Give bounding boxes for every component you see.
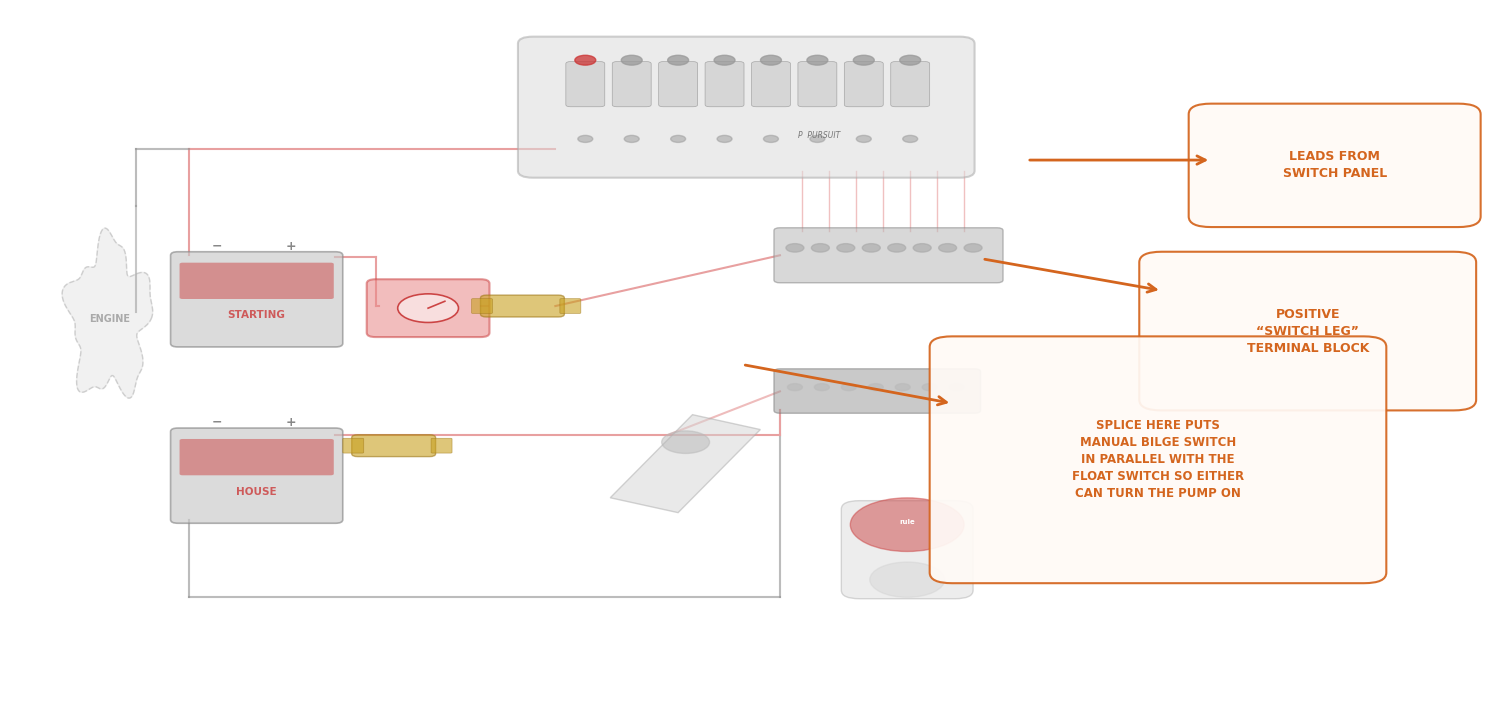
Polygon shape <box>62 228 153 398</box>
Circle shape <box>888 244 906 252</box>
Circle shape <box>939 244 957 252</box>
FancyBboxPatch shape <box>518 37 975 178</box>
Circle shape <box>807 55 828 65</box>
FancyBboxPatch shape <box>774 228 1004 282</box>
FancyBboxPatch shape <box>1140 252 1476 411</box>
Circle shape <box>760 55 782 65</box>
Circle shape <box>853 55 874 65</box>
FancyBboxPatch shape <box>180 439 334 475</box>
Circle shape <box>850 498 964 552</box>
Text: SPLICE HERE PUTS
MANUAL BILGE SWITCH
IN PARALLEL WITH THE
FLOAT SWITCH SO EITHER: SPLICE HERE PUTS MANUAL BILGE SWITCH IN … <box>1072 419 1244 501</box>
Circle shape <box>862 244 880 252</box>
Text: +: + <box>286 416 297 429</box>
Circle shape <box>837 244 855 252</box>
FancyBboxPatch shape <box>180 263 334 299</box>
FancyBboxPatch shape <box>844 62 883 107</box>
Circle shape <box>903 135 918 142</box>
FancyBboxPatch shape <box>430 438 451 453</box>
Circle shape <box>914 244 932 252</box>
Text: P  PURSUIT: P PURSUIT <box>798 130 840 139</box>
FancyBboxPatch shape <box>752 62 790 107</box>
Circle shape <box>764 135 778 142</box>
Circle shape <box>856 135 871 142</box>
Text: HOUSE: HOUSE <box>237 486 278 496</box>
Circle shape <box>950 384 964 391</box>
Circle shape <box>815 384 830 391</box>
Circle shape <box>788 384 802 391</box>
Circle shape <box>842 384 856 391</box>
FancyBboxPatch shape <box>480 295 564 317</box>
FancyBboxPatch shape <box>366 279 489 337</box>
FancyBboxPatch shape <box>351 435 435 457</box>
FancyBboxPatch shape <box>930 336 1386 583</box>
Text: POSITIVE
“SWITCH LEG”
TERMINAL BLOCK: POSITIVE “SWITCH LEG” TERMINAL BLOCK <box>1246 307 1370 355</box>
Circle shape <box>662 431 710 453</box>
Text: ENGINE: ENGINE <box>88 314 129 324</box>
Circle shape <box>668 55 688 65</box>
Text: rule: rule <box>900 519 915 525</box>
Circle shape <box>670 135 686 142</box>
Circle shape <box>398 294 459 322</box>
FancyBboxPatch shape <box>560 299 580 314</box>
FancyBboxPatch shape <box>1188 103 1480 227</box>
FancyBboxPatch shape <box>774 369 981 413</box>
FancyBboxPatch shape <box>471 299 492 314</box>
Text: LEADS FROM
SWITCH PANEL: LEADS FROM SWITCH PANEL <box>1282 150 1388 181</box>
Text: STARTING: STARTING <box>228 310 285 320</box>
Circle shape <box>578 135 592 142</box>
Circle shape <box>922 384 938 391</box>
Circle shape <box>900 55 921 65</box>
Circle shape <box>714 55 735 65</box>
Text: +: + <box>286 239 297 253</box>
FancyBboxPatch shape <box>891 62 930 107</box>
Circle shape <box>574 55 596 65</box>
Circle shape <box>896 384 910 391</box>
FancyBboxPatch shape <box>566 62 604 107</box>
FancyBboxPatch shape <box>171 428 344 523</box>
Polygon shape <box>610 415 760 513</box>
Circle shape <box>624 135 639 142</box>
Circle shape <box>621 55 642 65</box>
Circle shape <box>868 384 883 391</box>
FancyBboxPatch shape <box>798 62 837 107</box>
Text: −: − <box>211 239 222 253</box>
Text: −: − <box>211 416 222 429</box>
Circle shape <box>717 135 732 142</box>
FancyBboxPatch shape <box>612 62 651 107</box>
FancyBboxPatch shape <box>705 62 744 107</box>
Circle shape <box>812 244 830 252</box>
Circle shape <box>786 244 804 252</box>
FancyBboxPatch shape <box>344 438 363 453</box>
FancyBboxPatch shape <box>842 501 974 599</box>
FancyBboxPatch shape <box>658 62 698 107</box>
FancyBboxPatch shape <box>171 252 344 347</box>
Circle shape <box>810 135 825 142</box>
Circle shape <box>870 562 945 598</box>
Circle shape <box>964 244 982 252</box>
